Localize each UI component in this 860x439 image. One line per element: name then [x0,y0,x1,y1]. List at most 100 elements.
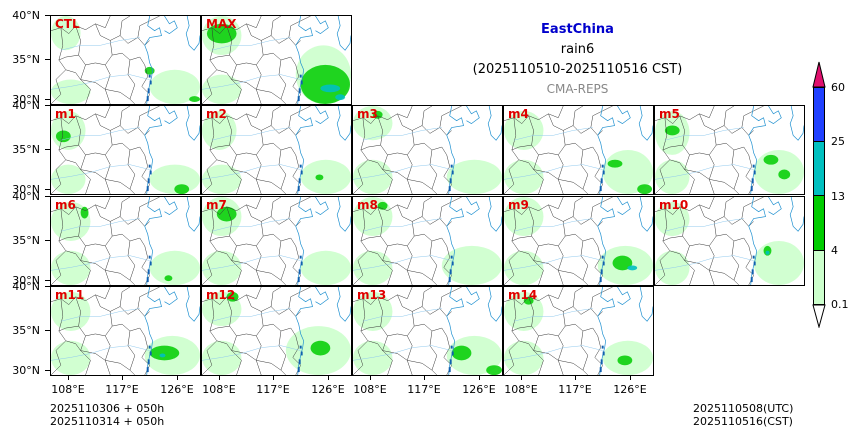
y-tick-label: 40°N [12,99,40,113]
x-tick-label: 126°E [462,383,496,396]
rain-field [51,106,200,195]
x-tick-mark [630,376,631,380]
colorbar-label-60: 60 [831,81,845,94]
y-tick-mark [45,105,50,107]
panel-label: m14 [508,287,538,302]
x-tick-mark [370,376,371,380]
panel-label: m10 [659,197,689,212]
map-panel-m3: m3 [352,105,503,196]
y-tick-label: 30°N [12,183,40,197]
panel-label: m7 [206,197,227,212]
x-tick-label: 117°E [105,383,139,396]
colorbar-segment-25-60 [813,87,825,142]
y-tick-label: 35°N [12,233,40,247]
x-tick-label: 108°E [353,383,387,396]
y-tick-mark [45,15,50,16]
colorbar-segment-13-25 [813,141,825,196]
x-tick-label: 117°E [407,383,441,396]
y-tick-mark [45,329,50,331]
y-tick-mark [45,59,50,60]
y-tick-label: 35°N [12,323,40,337]
y-tick-label: 30°N [12,93,40,106]
panel-label: m13 [357,287,387,302]
y-tick-mark [45,285,50,287]
rain-field [353,106,502,195]
panel-label: m2 [206,107,227,122]
x-tick-mark [479,376,480,380]
x-tick-label: 108°E [202,383,236,396]
rain-field [51,286,200,375]
rain-field [504,196,653,285]
y-tick-mark [45,279,50,281]
rain-field [504,286,653,375]
valid-time-cst: 2025110516(CST) [693,415,793,428]
map-panel-m6: m6 [50,195,201,286]
x-tick-mark [521,376,522,380]
colorbar-label-25: 25 [831,135,845,148]
x-tick-mark [328,376,329,380]
panel-label: m4 [508,107,529,122]
x-tick-label: 126°E [311,383,345,396]
x-tick-mark [68,376,69,380]
map-panel-m14: m14 [503,285,654,376]
panel-label: CTL [55,17,80,31]
rain-field [202,286,351,375]
y-tick-label: 35°N [12,53,40,66]
colorbar-label-0.1: 0.1 [831,298,849,311]
y-tick-mark [45,99,50,100]
panel-label: m5 [659,107,680,122]
rain-field [202,106,351,195]
colorbar-extend-min [812,304,826,328]
map-panel-ctl: CTL [50,15,201,105]
colorbar-extend-max [812,61,826,88]
x-tick-mark [122,376,123,380]
period-title: (2025110510-2025110516 CST) [472,62,683,77]
y-tick-mark [45,149,50,151]
y-tick-label: 30°N [12,273,40,287]
panel-label: m12 [206,287,236,302]
panel-label: m3 [357,107,378,122]
panel-label: m6 [55,197,76,212]
y-tick-mark [45,369,50,371]
valid-time-utc: 2025110508(UTC) [693,402,794,415]
x-tick-mark [177,376,178,380]
map-panel-m2: m2 [201,105,352,196]
y-tick-mark [45,189,50,191]
rain-field [353,196,502,285]
rain-field [202,196,351,285]
panel-label: m9 [508,197,529,212]
map-panel-m13: m13 [352,285,503,376]
rain-field [202,16,351,104]
x-tick-label: 108°E [51,383,85,396]
y-tick-label: 40°N [12,189,40,203]
y-tick-label: 40°N [12,279,40,293]
y-tick-mark [45,195,50,197]
x-tick-label: 108°E [504,383,538,396]
y-tick-label: 30°N [12,363,40,377]
panel-label: m8 [357,197,378,212]
panel-label: m1 [55,107,76,122]
init-time-cst: 2025110314 + 050h [50,415,165,428]
rain-field [51,196,200,285]
colorbar-segment-4-13 [813,195,825,251]
x-tick-label: 126°E [160,383,194,396]
x-tick-mark [424,376,425,380]
rain-field [353,286,502,375]
y-tick-mark [45,239,50,241]
map-panel-m5: m5 [654,105,805,196]
rain-field [51,16,200,104]
panel-label: m11 [55,287,85,302]
x-tick-mark [575,376,576,380]
model-title: CMA-REPS [546,82,609,96]
x-tick-label: 126°E [613,383,647,396]
map-panel-m10: m10 [654,195,805,286]
y-tick-label: 40°N [12,9,40,22]
rain-field [655,106,804,195]
map-panel-m9: m9 [503,195,654,286]
x-tick-mark [219,376,220,380]
region-title: EastChina [541,22,614,37]
colorbar-label-4: 4 [831,244,838,257]
map-panel-m12: m12 [201,285,352,376]
map-panel-m11: m11 [50,285,201,376]
x-tick-mark [273,376,274,380]
